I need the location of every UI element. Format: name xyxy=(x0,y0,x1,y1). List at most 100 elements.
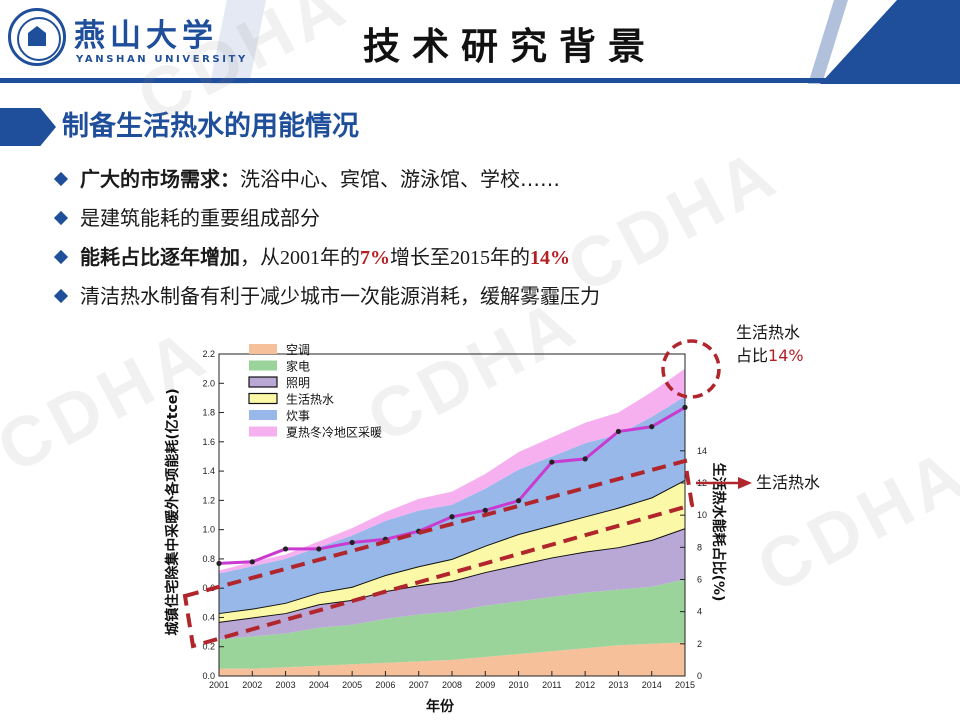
y-tick-label: 1.8 xyxy=(202,408,215,418)
y-tick-label: 0.2 xyxy=(202,642,215,652)
x-axis-title: 年份 xyxy=(426,698,455,715)
legend-label: 照明 xyxy=(286,376,310,390)
y2-tick-label: 4 xyxy=(697,607,702,617)
section-title: 制备生活热水的用能情况 xyxy=(62,111,359,142)
x-tick-label: 2012 xyxy=(575,680,595,690)
university-seal-icon xyxy=(8,8,66,66)
bullet-text: 洗浴中心、宾馆、游泳馆、学校…… xyxy=(240,167,560,191)
y2-tick-label: 0 xyxy=(697,671,702,681)
y2-tick-label: 6 xyxy=(697,574,702,584)
x-tick-label: 2005 xyxy=(342,680,362,690)
x-tick-label: 2008 xyxy=(442,680,462,690)
x-tick-label: 2009 xyxy=(475,680,495,690)
y-tick-label: 0.4 xyxy=(202,612,215,622)
y2-axis-title: 生活热水能耗占比(%) xyxy=(710,463,727,602)
share-point xyxy=(615,428,622,435)
share-point xyxy=(649,424,655,430)
circle-note-prefix: 占比 xyxy=(736,346,768,365)
circle-note-line2: 占比14% xyxy=(736,346,804,365)
share-point xyxy=(482,507,488,513)
university-logo: 燕山大学 YANSHAN UNIVERSITY xyxy=(8,8,245,70)
share-point xyxy=(549,459,555,465)
y-tick-label: 0.8 xyxy=(202,554,215,564)
share-highlight-circle xyxy=(661,339,721,399)
x-tick-label: 2014 xyxy=(642,680,662,690)
x-tick-label: 2013 xyxy=(608,680,628,690)
bullet-item: 是建筑能耗的重要组成部分 xyxy=(53,199,934,238)
circle-note-line1: 生活热水 xyxy=(736,323,800,342)
share-point xyxy=(515,498,522,504)
legend-label: 生活热水 xyxy=(286,393,334,407)
bullet-list: 广大的市场需求：洗浴中心、宾馆、游泳馆、学校…… 是建筑能耗的重要组成部分 能耗… xyxy=(53,160,934,316)
bullet-highlight-percent: 7% xyxy=(360,247,390,269)
bullet-item: 清洁热水制备有利于减少城市一次能源消耗，缓解雾霾压力 xyxy=(53,277,934,316)
legend-swatch xyxy=(249,360,277,371)
y2-tick-label: 2 xyxy=(697,639,702,649)
bullet-highlight-percent: 14% xyxy=(530,247,570,269)
bullet-item: 广大的市场需求：洗浴中心、宾馆、游泳馆、学校…… xyxy=(53,160,934,199)
legend-swatch xyxy=(248,392,278,405)
share-point xyxy=(282,546,289,552)
header-divider xyxy=(0,78,960,83)
share-line-group xyxy=(216,404,688,567)
x-tick-label: 2004 xyxy=(309,680,329,690)
area-3 xyxy=(219,528,685,640)
area-2 xyxy=(219,579,685,669)
x-tick-label: 2010 xyxy=(509,680,529,690)
slide-header: 燕山大学 YANSHAN UNIVERSITY 技术研究背景 xyxy=(0,0,960,84)
area-4 xyxy=(219,479,685,622)
legend-label: 家电 xyxy=(286,359,310,374)
bullet-text: 是建筑能耗的重要组成部分 xyxy=(80,206,320,230)
bullet-bold-text: 能耗占比逐年增加 xyxy=(80,245,240,269)
x-tick-label: 2007 xyxy=(409,680,429,690)
y-tick-label: 1.2 xyxy=(202,495,215,505)
x-tick-label: 2003 xyxy=(276,680,296,690)
area-5 xyxy=(219,396,685,614)
chart-annotations: 生活热水 占比14% 生活热水 xyxy=(182,323,820,649)
bullet-text: 清洁热水制备有利于减少城市一次能源消耗，缓解雾霾压力 xyxy=(80,284,600,308)
x-tick-label: 2002 xyxy=(242,680,262,690)
y-axis-title: 城镇住宅除集中采暖外各项能耗(亿tce) xyxy=(164,388,181,635)
y2-tick-label: 14 xyxy=(697,446,707,456)
legend-swatch xyxy=(249,426,277,437)
bullet-text: 年的 xyxy=(320,245,360,269)
logo-name-cn: 燕山大学 xyxy=(74,18,218,54)
y2-tick-label: 8 xyxy=(697,542,702,552)
hot-water-highlight-box xyxy=(182,458,695,649)
legend-label: 夏热冬冷地区采暖 xyxy=(286,425,382,440)
y-tick-label: 0.0 xyxy=(202,671,215,681)
share-point xyxy=(249,559,255,565)
y-tick-label: 1.4 xyxy=(202,466,215,476)
legend-label: 炊事 xyxy=(286,409,310,423)
share-point xyxy=(449,514,455,520)
legend-label: 空调 xyxy=(286,343,310,357)
x-tick-label: 2006 xyxy=(375,680,395,690)
circle-note-percent: 14% xyxy=(768,346,804,365)
legend-swatch xyxy=(249,410,277,420)
y-tick-label: 1.0 xyxy=(202,525,215,535)
area-edge-line xyxy=(218,527,686,623)
legend-swatch xyxy=(249,344,277,354)
share-point xyxy=(316,546,322,552)
slide-title: 技术研究背景 xyxy=(363,25,657,68)
area-1 xyxy=(219,642,685,676)
y-tick-label: 2.2 xyxy=(202,349,215,359)
bullet-bold-text: 广大的市场需求： xyxy=(80,167,240,191)
stacked-area-layers xyxy=(218,368,686,676)
logo-name-en: YANSHAN UNIVERSITY xyxy=(76,54,248,65)
x-tick-label: 2015 xyxy=(675,680,695,690)
legend-swatch xyxy=(248,376,278,388)
bullet-text: 增长至 xyxy=(390,245,450,269)
x-tick-label: 2001 xyxy=(209,680,229,690)
bullet-year: 2015 xyxy=(450,247,490,269)
bullet-item: 能耗占比逐年增加，从2001年的7%增长至2015年的14% xyxy=(53,238,934,277)
y2-tick-label: 10 xyxy=(697,510,707,520)
x-tick-label: 2011 xyxy=(542,680,561,690)
y-tick-label: 1.6 xyxy=(202,437,215,447)
y-tick-label: 2.0 xyxy=(202,378,215,388)
bullet-text: 年的 xyxy=(490,245,530,269)
share-point xyxy=(349,539,355,546)
arrow-head-icon xyxy=(738,477,752,489)
